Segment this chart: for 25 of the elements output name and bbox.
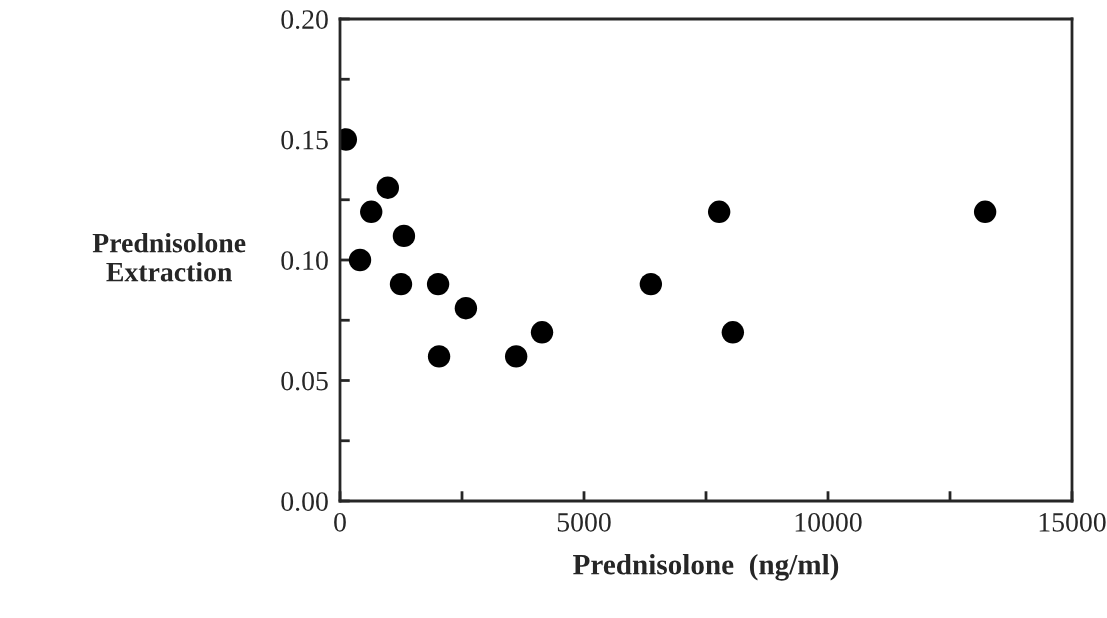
point xyxy=(376,176,400,199)
y-tick-label: 0.05 xyxy=(281,371,328,391)
point xyxy=(427,345,451,368)
point xyxy=(504,345,528,368)
point xyxy=(639,272,663,296)
point xyxy=(454,297,478,320)
x-tick-label: 10000 xyxy=(795,512,862,532)
y-axis-title: Prednisolone Extraction xyxy=(92,232,246,282)
y-tick-label: 0.15 xyxy=(281,130,328,150)
point xyxy=(973,200,997,223)
x-tick-label: 5000 xyxy=(557,512,611,532)
x-tick-label: 15000 xyxy=(1039,512,1106,532)
y-tick-label: 0.00 xyxy=(281,492,328,512)
point xyxy=(389,272,413,296)
x-tick-label: 0 xyxy=(334,512,346,532)
point xyxy=(348,248,372,272)
point xyxy=(426,272,450,296)
x-axis-title: Prednisolone (ng/ml) xyxy=(573,553,839,581)
point xyxy=(392,224,416,248)
y-tick-label: 0.20 xyxy=(281,10,328,30)
y-tick-label: 0.10 xyxy=(281,251,328,271)
point xyxy=(721,321,745,344)
point xyxy=(530,321,554,344)
point xyxy=(360,200,383,223)
point xyxy=(707,200,731,223)
